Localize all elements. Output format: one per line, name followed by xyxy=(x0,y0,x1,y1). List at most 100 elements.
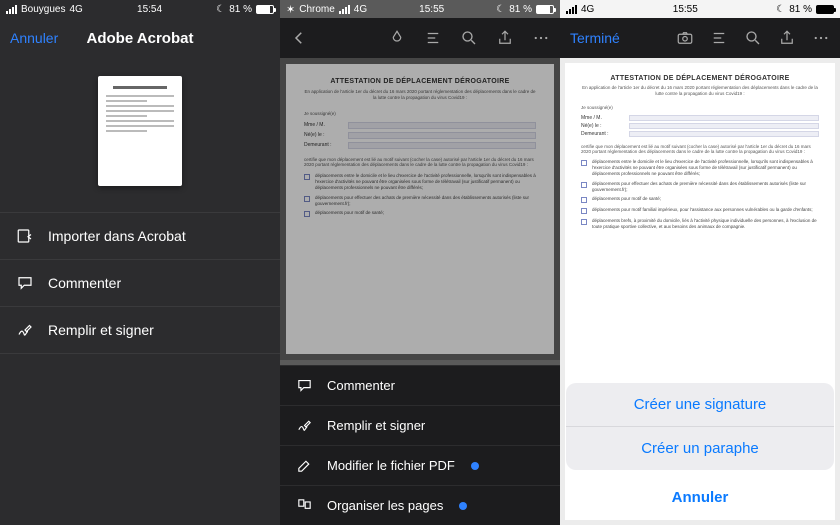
comment-label: Commenter xyxy=(48,275,121,291)
battery-icon xyxy=(536,5,554,14)
checkbox[interactable] xyxy=(304,174,310,180)
battery-pct: 81 % xyxy=(789,4,812,15)
checkbox[interactable] xyxy=(581,197,587,203)
edit-pdf-row[interactable]: Modifier le fichier PDF xyxy=(280,445,560,485)
sign-icon xyxy=(296,417,313,434)
clock: 15:54 xyxy=(137,4,162,15)
dob-field[interactable] xyxy=(348,132,536,139)
share-icon[interactable] xyxy=(778,29,796,47)
name-field[interactable] xyxy=(348,122,536,129)
create-initials-option[interactable]: Créer un paraphe xyxy=(566,427,834,470)
name-field[interactable] xyxy=(629,115,819,121)
panel-acrobat-share: Bouygues 4G 15:54 ☾ 81 % Annuler Adobe A… xyxy=(0,0,280,525)
doc-sous: Je soussigné(e) xyxy=(581,105,819,111)
address-field[interactable] xyxy=(629,131,819,137)
share-icon[interactable] xyxy=(496,29,514,47)
checkbox[interactable] xyxy=(581,182,587,188)
action-sheet-cancel[interactable]: Annuler xyxy=(566,476,834,519)
sign-toolbar: Terminé xyxy=(560,18,840,58)
overflow-icon[interactable] xyxy=(812,29,830,47)
action-sheet: Créer une signature Créer un paraphe Ann… xyxy=(560,383,840,525)
field-label: Mme / M. xyxy=(581,115,625,121)
network-label: 4G xyxy=(69,4,82,15)
signal-icon xyxy=(339,5,350,14)
cancel-button[interactable]: Annuler xyxy=(10,30,58,46)
pdf-page: ATTESTATION DE DÉPLACEMENT DÉROGATOIRE E… xyxy=(286,64,554,354)
address-field[interactable] xyxy=(348,142,536,149)
check-text: déplacements pour effectuer des achats d… xyxy=(592,181,819,193)
edit-label: Modifier le fichier PDF xyxy=(327,458,455,473)
premium-badge xyxy=(471,462,479,470)
battery-icon xyxy=(816,5,834,14)
checkbox[interactable] xyxy=(581,160,587,166)
check-text: déplacements brefs, à proximité du domic… xyxy=(592,218,819,230)
text-settings-icon[interactable] xyxy=(710,29,728,47)
checkbox[interactable] xyxy=(304,196,310,202)
organize-icon xyxy=(296,497,313,514)
battery-pct: 81 % xyxy=(509,4,532,15)
check-text: déplacements pour effectuer des achats d… xyxy=(315,195,536,207)
done-button[interactable]: Terminé xyxy=(570,30,620,46)
field-label: Demeurant : xyxy=(581,131,625,137)
signal-icon xyxy=(566,5,577,14)
import-acrobat-row[interactable]: Importer dans Acrobat xyxy=(0,213,280,260)
battery-icon xyxy=(256,5,274,14)
edit-icon xyxy=(296,457,313,474)
carrier-label: Chrome xyxy=(299,4,335,15)
sign-label: Remplir et signer xyxy=(327,418,425,433)
panel-sign-sheet: 4G 15:55 ☾ 81 % Terminé ATTESTATION DE D… xyxy=(560,0,840,525)
camera-icon[interactable] xyxy=(676,29,694,47)
doc-subtitle: En application de l'article 1er du décre… xyxy=(581,85,819,97)
document-thumbnail[interactable] xyxy=(98,76,182,186)
signal-icon xyxy=(6,5,17,14)
checkbox[interactable] xyxy=(581,208,587,214)
checkbox[interactable] xyxy=(304,211,310,217)
status-bar: ✶ Chrome 4G 15:55 ☾ 81 % xyxy=(280,0,560,18)
dob-field[interactable] xyxy=(629,123,819,129)
organize-row[interactable]: Organiser les pages xyxy=(280,485,560,525)
overflow-icon[interactable] xyxy=(532,29,550,47)
doc-subtitle: En application de l'article 1er du décre… xyxy=(304,89,536,101)
back-icon[interactable] xyxy=(290,29,308,47)
field-label: Né(e) le : xyxy=(304,132,344,138)
panel-acrobat-viewer: ✶ Chrome 4G 15:55 ☾ 81 % ATTESTATION DE … xyxy=(280,0,560,525)
action-sheet-options: Créer une signature Créer un paraphe xyxy=(566,383,834,470)
share-sheet-header: Annuler Adobe Acrobat xyxy=(0,18,280,58)
document-thumbnail-wrap xyxy=(0,58,280,212)
search-icon[interactable] xyxy=(744,29,762,47)
premium-badge xyxy=(459,502,467,510)
text-settings-icon[interactable] xyxy=(424,29,442,47)
comment-icon xyxy=(296,377,313,394)
wifi-icon: ✶ xyxy=(286,3,295,16)
action-menu: Importer dans Acrobat Commenter Remplir … xyxy=(0,212,280,354)
fill-sign-row[interactable]: Remplir et signer xyxy=(0,307,280,354)
comment-row[interactable]: Commenter xyxy=(280,365,560,405)
viewer-toolbar xyxy=(280,18,560,58)
status-bar: 4G 15:55 ☾ 81 % xyxy=(560,0,840,18)
clock: 15:55 xyxy=(673,4,698,15)
import-icon xyxy=(16,227,34,245)
create-signature-option[interactable]: Créer une signature xyxy=(566,383,834,427)
status-bar: Bouygues 4G 15:54 ☾ 81 % xyxy=(0,0,280,18)
check-text: déplacements pour motif familial impérie… xyxy=(592,207,813,213)
sign-icon xyxy=(16,321,34,339)
check-text: déplacements pour motif de santé; xyxy=(592,196,661,202)
doc-cert: certifie que mon déplacement est lié au … xyxy=(581,144,819,156)
ink-icon[interactable] xyxy=(388,29,406,47)
bottom-action-menu: Commenter Remplir et signer Modifier le … xyxy=(280,365,560,525)
field-label: Né(e) le : xyxy=(581,123,625,129)
search-icon[interactable] xyxy=(460,29,478,47)
organize-label: Organiser les pages xyxy=(327,498,443,513)
field-label: Demeurant : xyxy=(304,142,344,148)
network-label: 4G xyxy=(354,4,367,15)
battery-pct: 81 % xyxy=(229,4,252,15)
checkbox[interactable] xyxy=(581,219,587,225)
clock: 15:55 xyxy=(419,4,444,15)
doc-sous: Je soussigné(e) xyxy=(304,111,536,117)
dnd-icon: ☾ xyxy=(776,4,785,15)
field-label: Mme / M. xyxy=(304,122,344,128)
document-viewport[interactable]: ATTESTATION DE DÉPLACEMENT DÉROGATOIRE E… xyxy=(280,58,560,360)
check-text: déplacements pour motif de santé; xyxy=(315,210,384,216)
fill-sign-row[interactable]: Remplir et signer xyxy=(280,405,560,445)
comment-row[interactable]: Commenter xyxy=(0,260,280,307)
